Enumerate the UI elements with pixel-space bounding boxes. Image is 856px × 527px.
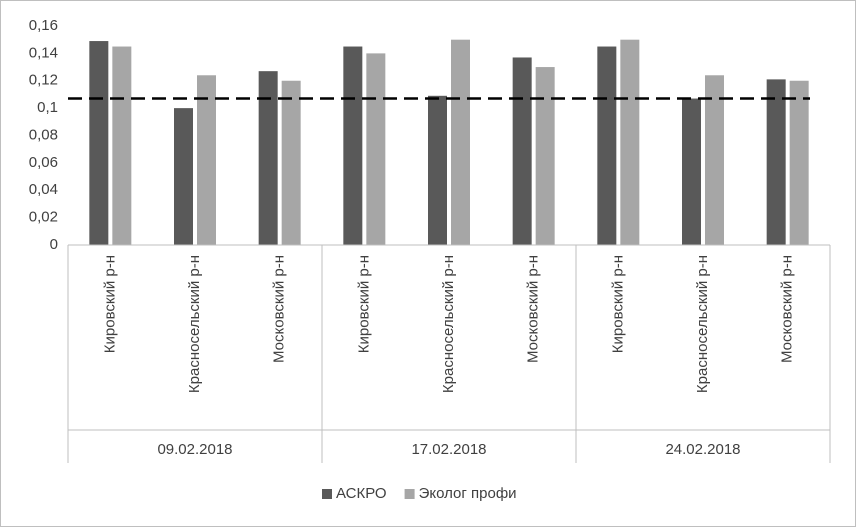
y-tick-label: 0,04 xyxy=(29,181,58,198)
group-label: 17.02.2018 xyxy=(411,441,486,458)
bar xyxy=(89,41,109,246)
x-tick-label: Кировский р-н xyxy=(609,255,626,353)
x-tick-label: Красносельский р-н xyxy=(694,255,711,393)
bar xyxy=(366,53,386,245)
legend-swatch xyxy=(404,489,415,499)
x-tick-label: Красносельский р-н xyxy=(440,255,457,393)
bar xyxy=(112,46,132,245)
bar xyxy=(197,75,216,246)
bar xyxy=(705,75,724,246)
bar xyxy=(766,79,786,245)
x-tick-label: Московский р-н xyxy=(271,255,288,363)
y-tick-label: 0,02 xyxy=(29,209,58,226)
y-tick-label: 0,14 xyxy=(29,44,58,61)
bar xyxy=(620,39,640,245)
bar xyxy=(451,39,470,245)
legend-label: АСКРО xyxy=(336,485,387,502)
bar xyxy=(174,108,193,245)
x-tick-label: Кировский р-н xyxy=(101,255,118,353)
bar xyxy=(343,46,363,245)
group-label: 24.02.2018 xyxy=(665,441,740,458)
bar xyxy=(682,98,701,245)
y-tick-label: 0,16 xyxy=(29,17,58,34)
legend-swatch xyxy=(322,489,332,499)
bar xyxy=(535,67,555,245)
legend-label: Эколог профи xyxy=(419,485,517,502)
bar xyxy=(281,80,301,245)
y-tick-label: 0,08 xyxy=(29,126,58,143)
x-tick-label: Московский р-н xyxy=(525,255,542,363)
group-label: 09.02.2018 xyxy=(157,441,232,458)
bar xyxy=(428,95,447,246)
y-tick-label: 0,12 xyxy=(29,72,58,89)
y-tick-label: 0 xyxy=(50,236,58,253)
x-tick-label: Московский р-н xyxy=(779,255,796,363)
x-tick-label: Красносельский р-н xyxy=(186,255,203,393)
bar xyxy=(258,71,278,245)
x-tick-label: Кировский р-н xyxy=(355,255,372,353)
bar xyxy=(597,46,617,245)
y-tick-label: 0,1 xyxy=(37,99,58,116)
y-tick-label: 0,06 xyxy=(29,154,58,171)
bar xyxy=(512,57,532,246)
bar xyxy=(789,80,809,245)
